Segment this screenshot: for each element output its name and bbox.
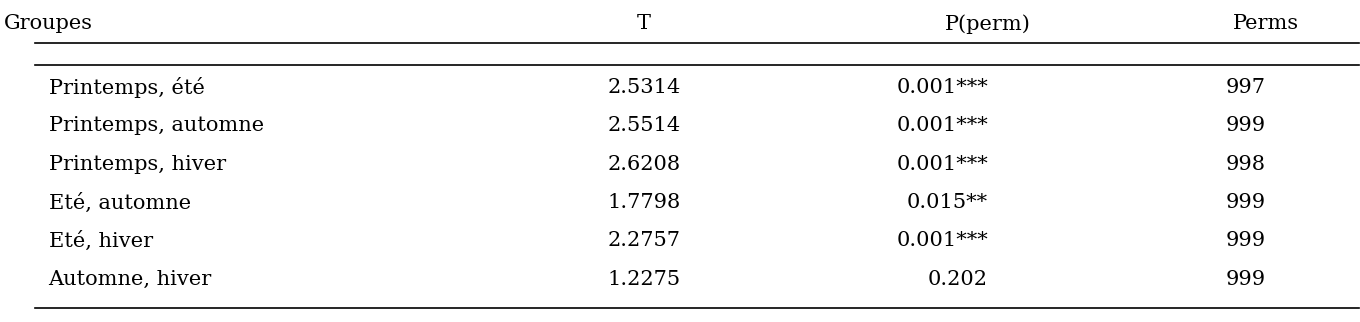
Text: Printemps, hiver: Printemps, hiver [49, 155, 226, 174]
Text: Printemps, été: Printemps, été [49, 77, 204, 98]
Text: Printemps, automne: Printemps, automne [49, 116, 264, 135]
Text: 0.202: 0.202 [928, 270, 989, 289]
Text: Perms: Perms [1234, 14, 1299, 33]
Text: 999: 999 [1225, 116, 1266, 135]
Text: 0.001***: 0.001*** [896, 116, 989, 135]
Text: 2.2757: 2.2757 [608, 231, 680, 250]
Text: 997: 997 [1225, 78, 1266, 97]
Text: 999: 999 [1225, 231, 1266, 250]
Text: Automne, hiver: Automne, hiver [49, 270, 212, 289]
Text: 0.015**: 0.015** [907, 193, 989, 212]
Text: 998: 998 [1225, 155, 1266, 174]
Text: 999: 999 [1225, 270, 1266, 289]
Text: 2.6208: 2.6208 [608, 155, 680, 174]
Text: 0.001***: 0.001*** [896, 155, 989, 174]
Text: T: T [636, 14, 651, 33]
Text: 999: 999 [1225, 193, 1266, 212]
Text: P(perm): P(perm) [945, 14, 1031, 33]
Text: Groupes: Groupes [4, 14, 92, 33]
Text: Eté, hiver: Eté, hiver [49, 231, 152, 251]
Text: 1.2275: 1.2275 [608, 270, 680, 289]
Text: Eté, automne: Eté, automne [49, 193, 190, 213]
Text: 0.001***: 0.001*** [896, 231, 989, 250]
Text: 1.7798: 1.7798 [608, 193, 680, 212]
Text: 2.5314: 2.5314 [608, 78, 680, 97]
Text: 2.5514: 2.5514 [608, 116, 680, 135]
Text: 0.001***: 0.001*** [896, 78, 989, 97]
